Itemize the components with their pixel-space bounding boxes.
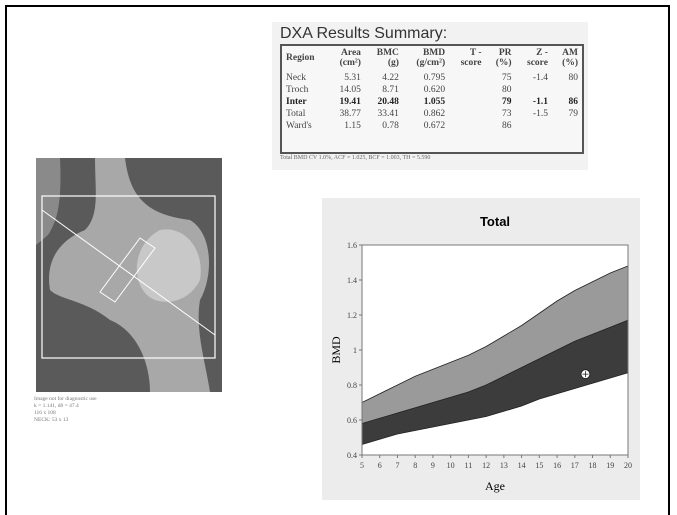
x-tick-label: 16 — [553, 461, 561, 470]
y-tick-label: 1.6 — [347, 241, 357, 250]
x-tick-label: 9 — [431, 461, 435, 470]
x-tick-label: 19 — [606, 461, 614, 470]
y-tick-label: 0.6 — [347, 416, 357, 425]
x-tick-label: 5 — [360, 461, 364, 470]
dxa-scan — [36, 158, 222, 392]
x-tick-label: 15 — [535, 461, 543, 470]
scan-note: Image not for diagnostic use — [34, 396, 97, 403]
y-axis-label: BMD — [329, 336, 343, 364]
x-tick-label: 17 — [571, 461, 579, 470]
chart-title: Total — [480, 214, 510, 229]
y-tick-label: 0.4 — [347, 451, 357, 460]
graphics: Total Age BMD 5 6 7 8 9 10 11 12 13 14 15 16 17 18 19 2… — [0, 0, 677, 510]
y-tick-label: 0.8 — [347, 381, 357, 390]
x-tick-label: 6 — [378, 461, 382, 470]
x-tick-label: 8 — [413, 461, 417, 470]
x-tick-label: 7 — [395, 461, 399, 470]
y-tick-label: 1.2 — [347, 311, 357, 320]
scan-note: 116 x 108 — [34, 410, 97, 417]
y-tick-label: 1.4 — [347, 276, 357, 285]
x-axis-label: Age — [485, 479, 505, 493]
x-tick-label: 18 — [589, 461, 597, 470]
x-tick-label: 12 — [482, 461, 490, 470]
x-tick-label: 14 — [518, 461, 526, 470]
scan-note: NECK: 53 x 13 — [34, 417, 97, 424]
y-tick-label: 1 — [353, 346, 357, 355]
x-tick-label: 10 — [447, 461, 455, 470]
page: DXA Results Summary: RegionArea (cm²)BMC… — [0, 0, 677, 510]
x-tick-label: 13 — [500, 461, 508, 470]
x-tick-label: 11 — [465, 461, 473, 470]
x-tick-label: 20 — [624, 461, 632, 470]
scan-note: k = 1.141, d0 = 47.4 — [34, 403, 97, 410]
